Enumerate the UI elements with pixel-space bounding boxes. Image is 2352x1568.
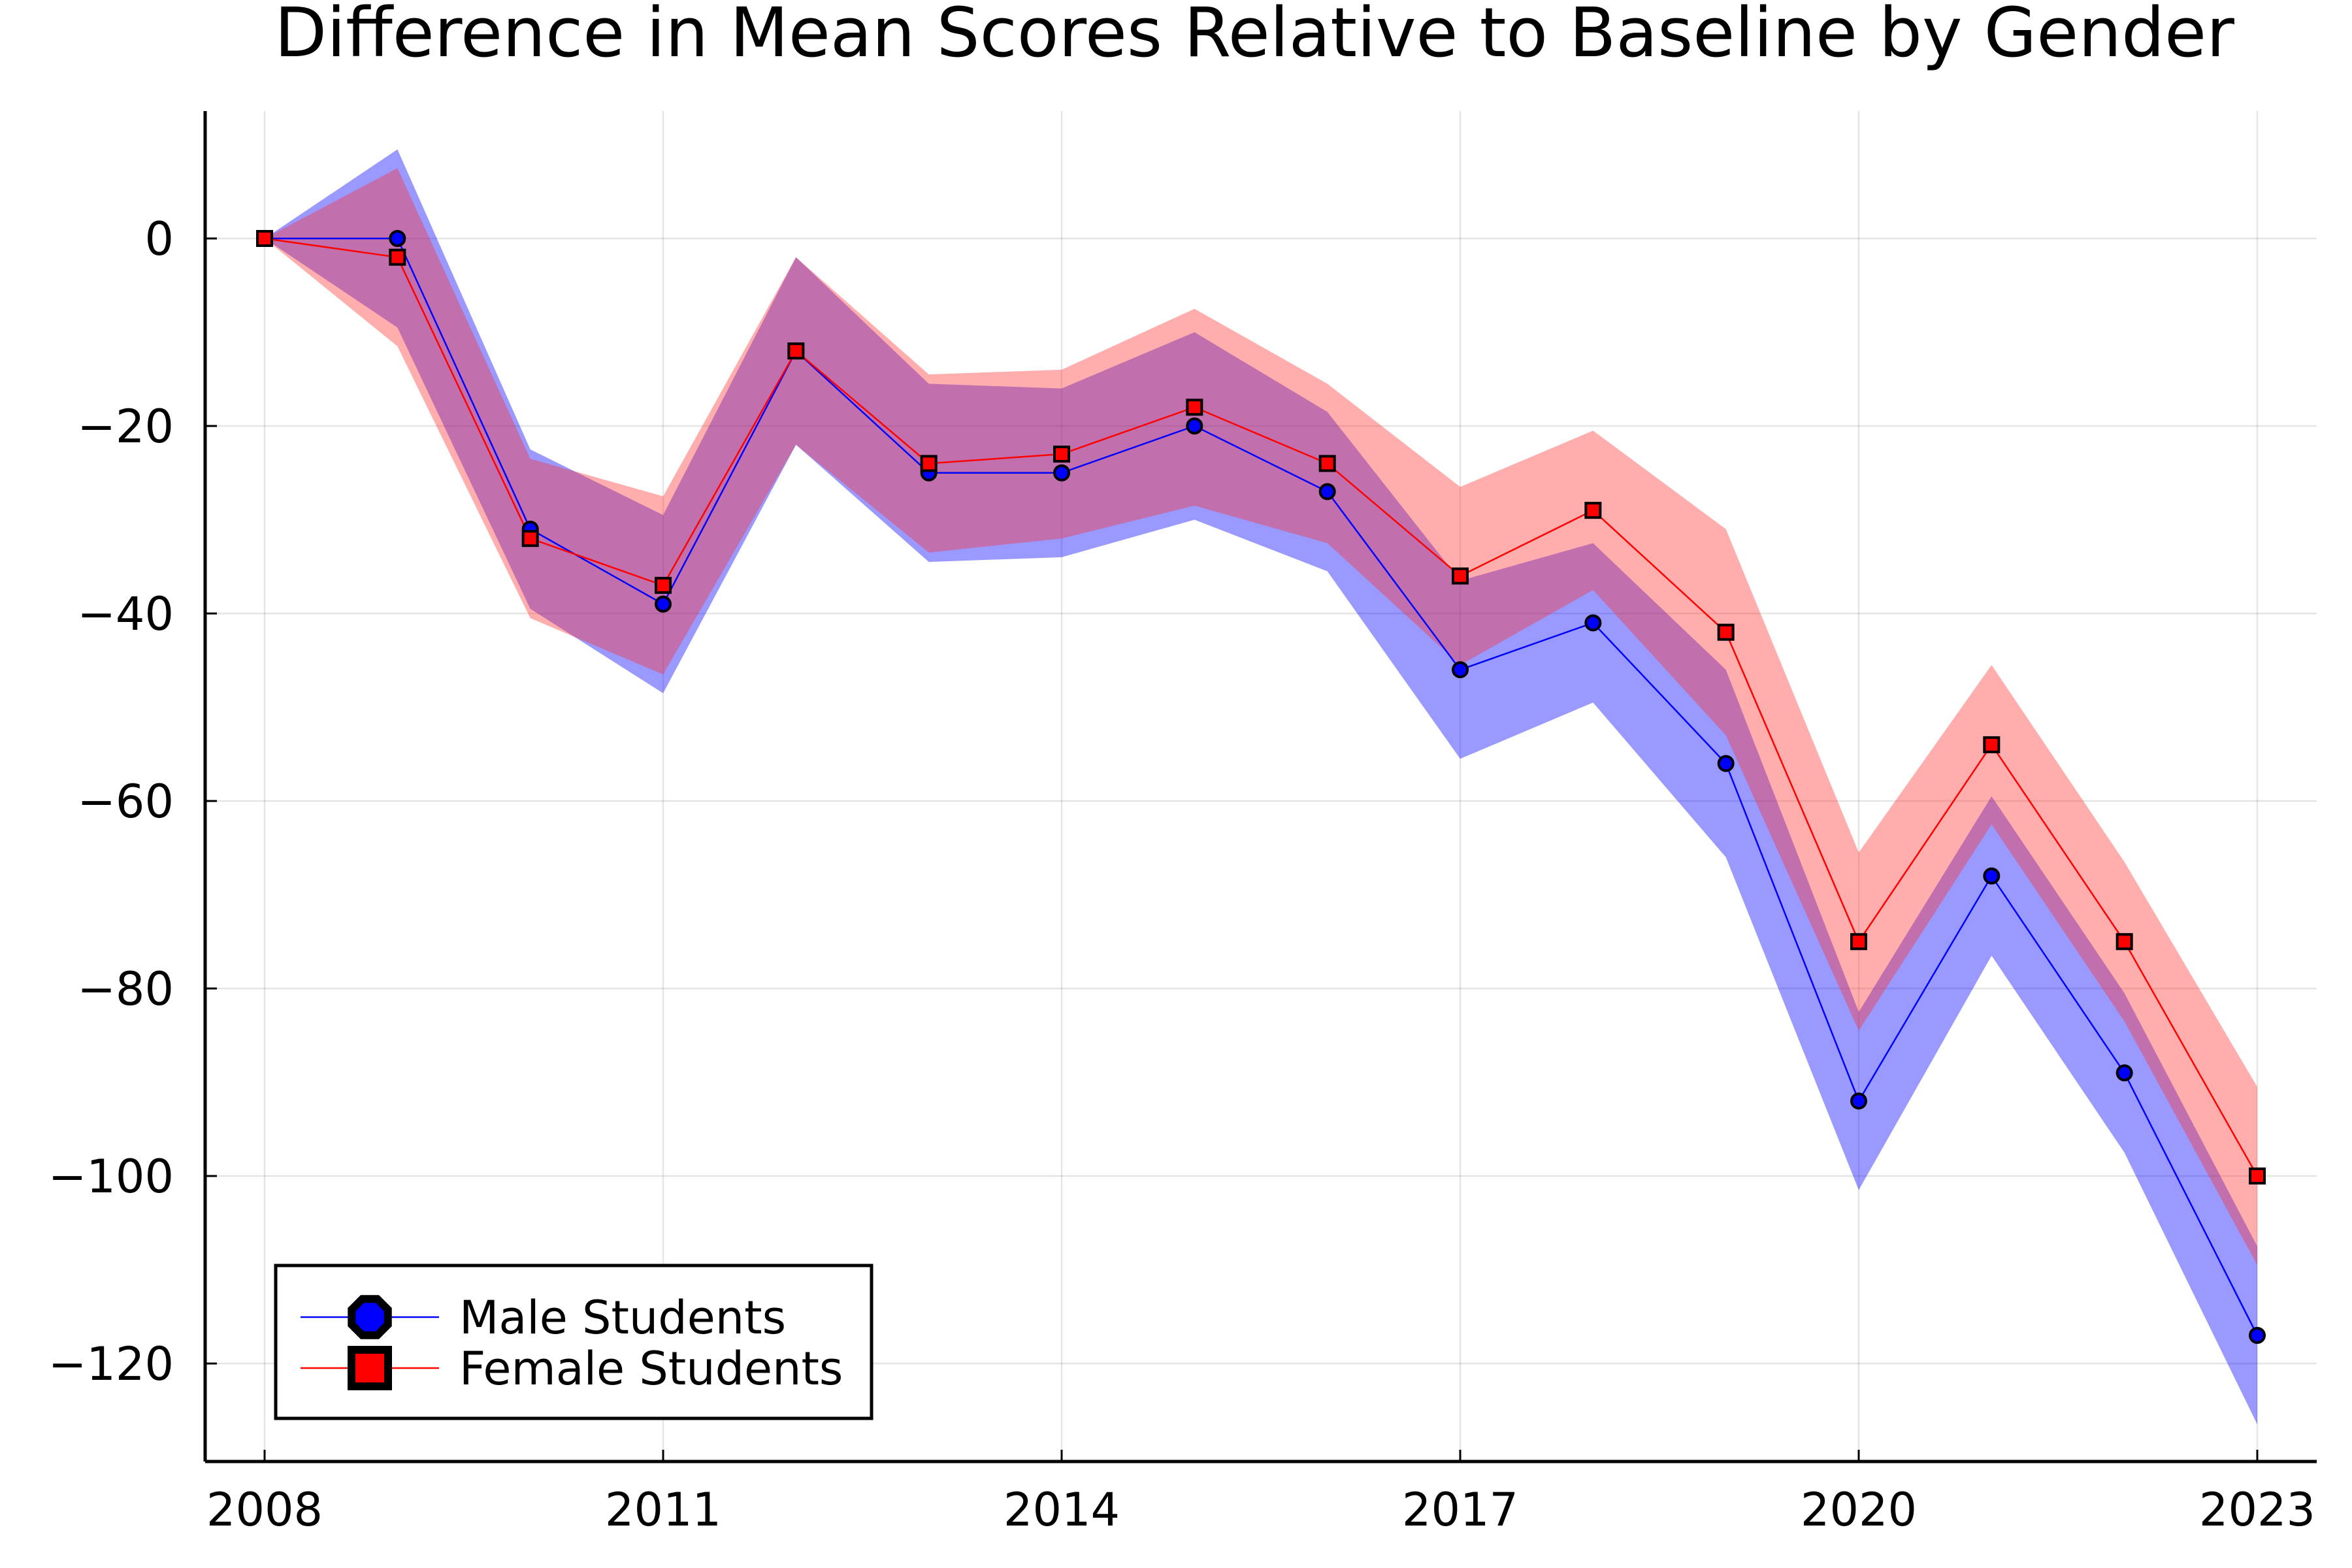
female-students-point <box>521 530 539 547</box>
chart-title: Difference in Mean Scores Relative to Ba… <box>274 0 2234 73</box>
female-students-point <box>2249 1168 2266 1184</box>
legend-label: Male Students <box>459 1291 786 1345</box>
male-students-point <box>1318 483 1336 500</box>
x-tick-label: 2017 <box>1402 1483 1518 1537</box>
x-tick-label: 2011 <box>605 1483 721 1537</box>
male-students-point <box>1717 755 1735 772</box>
female-students-point <box>1186 399 1203 416</box>
male-students-point <box>1850 1092 1867 1110</box>
male-students-band <box>265 149 2257 1425</box>
female-students-band <box>265 168 2257 1266</box>
female-students-point <box>1850 933 1867 951</box>
male-students-point <box>655 595 672 613</box>
y-tick-label: −120 <box>48 1337 174 1391</box>
female-students-point <box>1318 455 1336 472</box>
x-tick-label: 2014 <box>1004 1483 1120 1537</box>
x-tick-label: 2023 <box>2199 1483 2315 1537</box>
female-students-point <box>1717 623 1735 641</box>
legend-box <box>274 1264 874 1420</box>
legend-label: Female Students <box>459 1342 843 1396</box>
male-students-point <box>1584 614 1602 632</box>
male-students-point <box>1452 661 1469 679</box>
y-tick-label: 0 <box>144 212 174 266</box>
female-students-point <box>1053 446 1070 463</box>
x-tick-label: 2008 <box>206 1483 323 1537</box>
male-students-point <box>1186 417 1203 434</box>
female-students-point <box>1452 567 1469 585</box>
female-students-point <box>920 455 938 472</box>
y-tick-label: −100 <box>48 1150 174 1203</box>
legend-marker-square <box>348 1346 392 1390</box>
female-students-point <box>1983 736 2001 753</box>
series-lines <box>264 237 2259 1336</box>
y-tick-label: −40 <box>77 587 174 641</box>
male-students-point <box>1053 464 1070 482</box>
y-tick-label: −80 <box>77 962 174 1016</box>
female-students-point <box>256 230 273 247</box>
male-students-point <box>389 230 406 247</box>
grid <box>205 111 2317 1462</box>
male-students-point <box>2115 1064 2133 1082</box>
male-students-point <box>2249 1326 2266 1344</box>
x-tick-label: 2020 <box>1801 1483 1917 1537</box>
female-students-line <box>264 237 2259 1177</box>
female-students-point <box>389 248 406 266</box>
series-markers <box>256 230 2266 1344</box>
y-tick-label: −60 <box>77 775 174 828</box>
axes: 2008 2011 2014 2017 2020 2023 0 −20 −40 −60 −80 −10… <box>48 111 2317 1537</box>
y-tick-label: −20 <box>77 400 174 453</box>
female-students-point <box>655 576 672 594</box>
female-students-point <box>787 342 805 360</box>
female-students-point <box>2115 933 2133 951</box>
confidence-bands <box>265 149 2257 1425</box>
legend-marker-circle <box>348 1295 392 1339</box>
male-students-line <box>265 237 2259 1336</box>
male-students-point <box>1983 867 2001 885</box>
female-students-point <box>1584 502 1602 519</box>
